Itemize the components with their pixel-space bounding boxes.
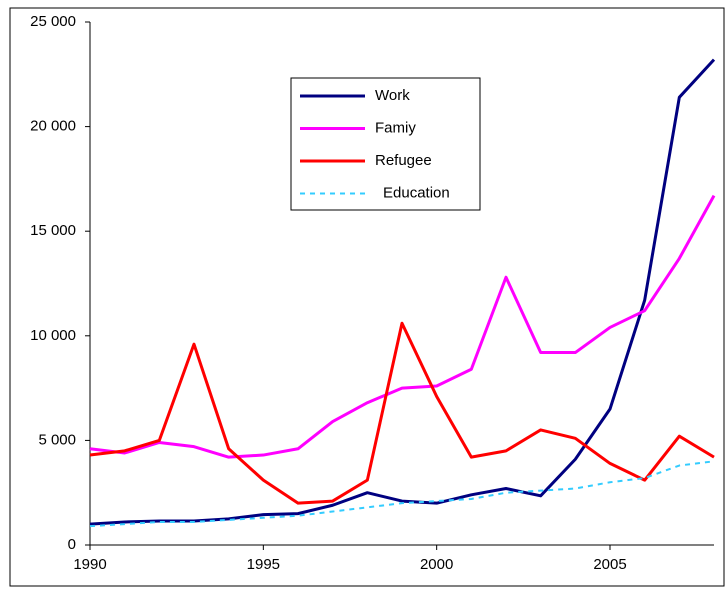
x-tick-label: 1995 (247, 556, 280, 573)
legend-label: Work (375, 87, 410, 104)
y-tick-label: 15 000 (30, 222, 76, 239)
legend-label: Refugee (375, 152, 432, 169)
y-tick-label: 25 000 (30, 13, 76, 30)
legend-label: Famiy (375, 119, 416, 136)
y-tick-label: 10 000 (30, 327, 76, 344)
series-line (89, 321, 715, 505)
series-line (89, 460, 715, 528)
series-line (89, 194, 716, 459)
legend-box (290, 77, 481, 211)
y-tick-label: 20 000 (30, 118, 76, 135)
y-tick-label: 5 000 (38, 431, 76, 448)
x-tick-label: 2005 (593, 556, 626, 573)
series-line (89, 58, 716, 526)
x-tick-label: 2000 (420, 556, 453, 573)
legend-label: Education (383, 184, 450, 201)
y-tick-label: 0 (68, 536, 76, 553)
x-tick-label: 1990 (73, 556, 106, 573)
chart-frame (9, 7, 725, 587)
